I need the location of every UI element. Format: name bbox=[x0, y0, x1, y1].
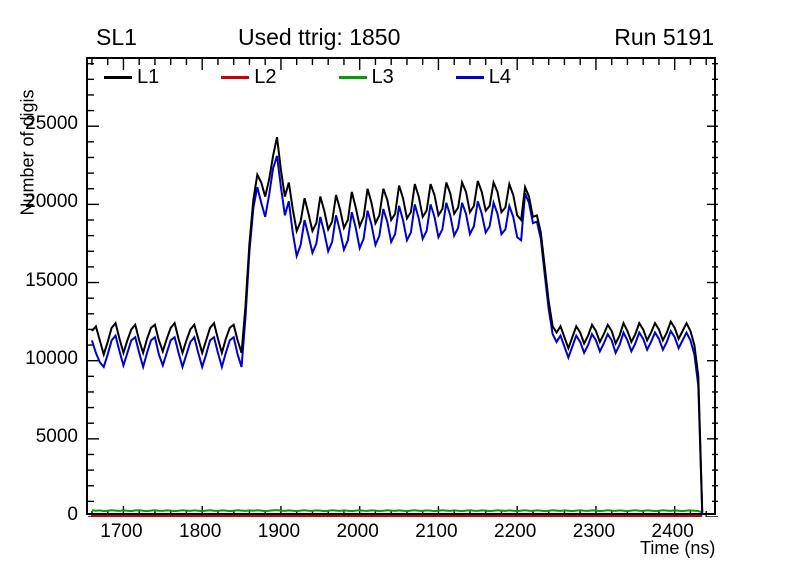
x-tick-label: 2100 bbox=[415, 521, 458, 542]
y-tick-label: 25000 bbox=[25, 113, 78, 135]
x-tick-label: 2000 bbox=[336, 521, 379, 542]
y-tick-label: 20000 bbox=[25, 191, 78, 213]
y-tick-label: 5000 bbox=[35, 425, 78, 447]
series-line-l3 bbox=[91, 509, 703, 514]
y-tick-label: 15000 bbox=[25, 269, 78, 291]
plot-canvas bbox=[88, 59, 718, 517]
y-axis-ticks bbox=[88, 62, 718, 517]
plot-frame bbox=[86, 57, 718, 517]
x-tick-label: 1700 bbox=[100, 521, 143, 542]
x-tick-label: 2200 bbox=[494, 521, 537, 542]
legend-item-l3[interactable]: L3 bbox=[338, 66, 394, 88]
x-tick-label: 1800 bbox=[179, 521, 222, 542]
x-tick-label: 2300 bbox=[572, 521, 616, 542]
header-superlayer: SL1 bbox=[96, 24, 137, 50]
legend-item-l1[interactable]: L1 bbox=[104, 67, 159, 87]
series-line-l1 bbox=[91, 136, 704, 513]
y-axis-label: Number of digis bbox=[17, 89, 38, 216]
legend-label: L2 bbox=[254, 66, 277, 88]
legend-swatch-l1 bbox=[104, 75, 132, 79]
x-tick-label: 2400 bbox=[651, 521, 694, 542]
legend-item-l2[interactable]: L2 bbox=[221, 66, 277, 88]
header-run: Run 5191 bbox=[614, 24, 714, 50]
series-line-l4 bbox=[90, 155, 704, 514]
legend-label: L3 bbox=[371, 66, 394, 88]
x-tick-label: 1900 bbox=[257, 521, 301, 542]
legend-swatch-l4 bbox=[455, 75, 484, 79]
legend-swatch-l3 bbox=[338, 75, 367, 79]
header-ttrig: Used ttrig: 1850 bbox=[238, 24, 401, 50]
y-tick-label: 0 bbox=[67, 504, 78, 525]
y-tick-label: 10000 bbox=[25, 347, 78, 369]
legend: L1 L2 L3 L4 bbox=[104, 62, 604, 92]
x-axis-label: Time (ns) bbox=[640, 538, 716, 558]
legend-label: L1 bbox=[137, 66, 160, 88]
x-axis-ticks bbox=[91, 59, 707, 517]
legend-swatch-l2 bbox=[221, 75, 250, 79]
legend-item-l4[interactable]: L4 bbox=[455, 66, 511, 88]
legend-label: L4 bbox=[488, 66, 511, 88]
